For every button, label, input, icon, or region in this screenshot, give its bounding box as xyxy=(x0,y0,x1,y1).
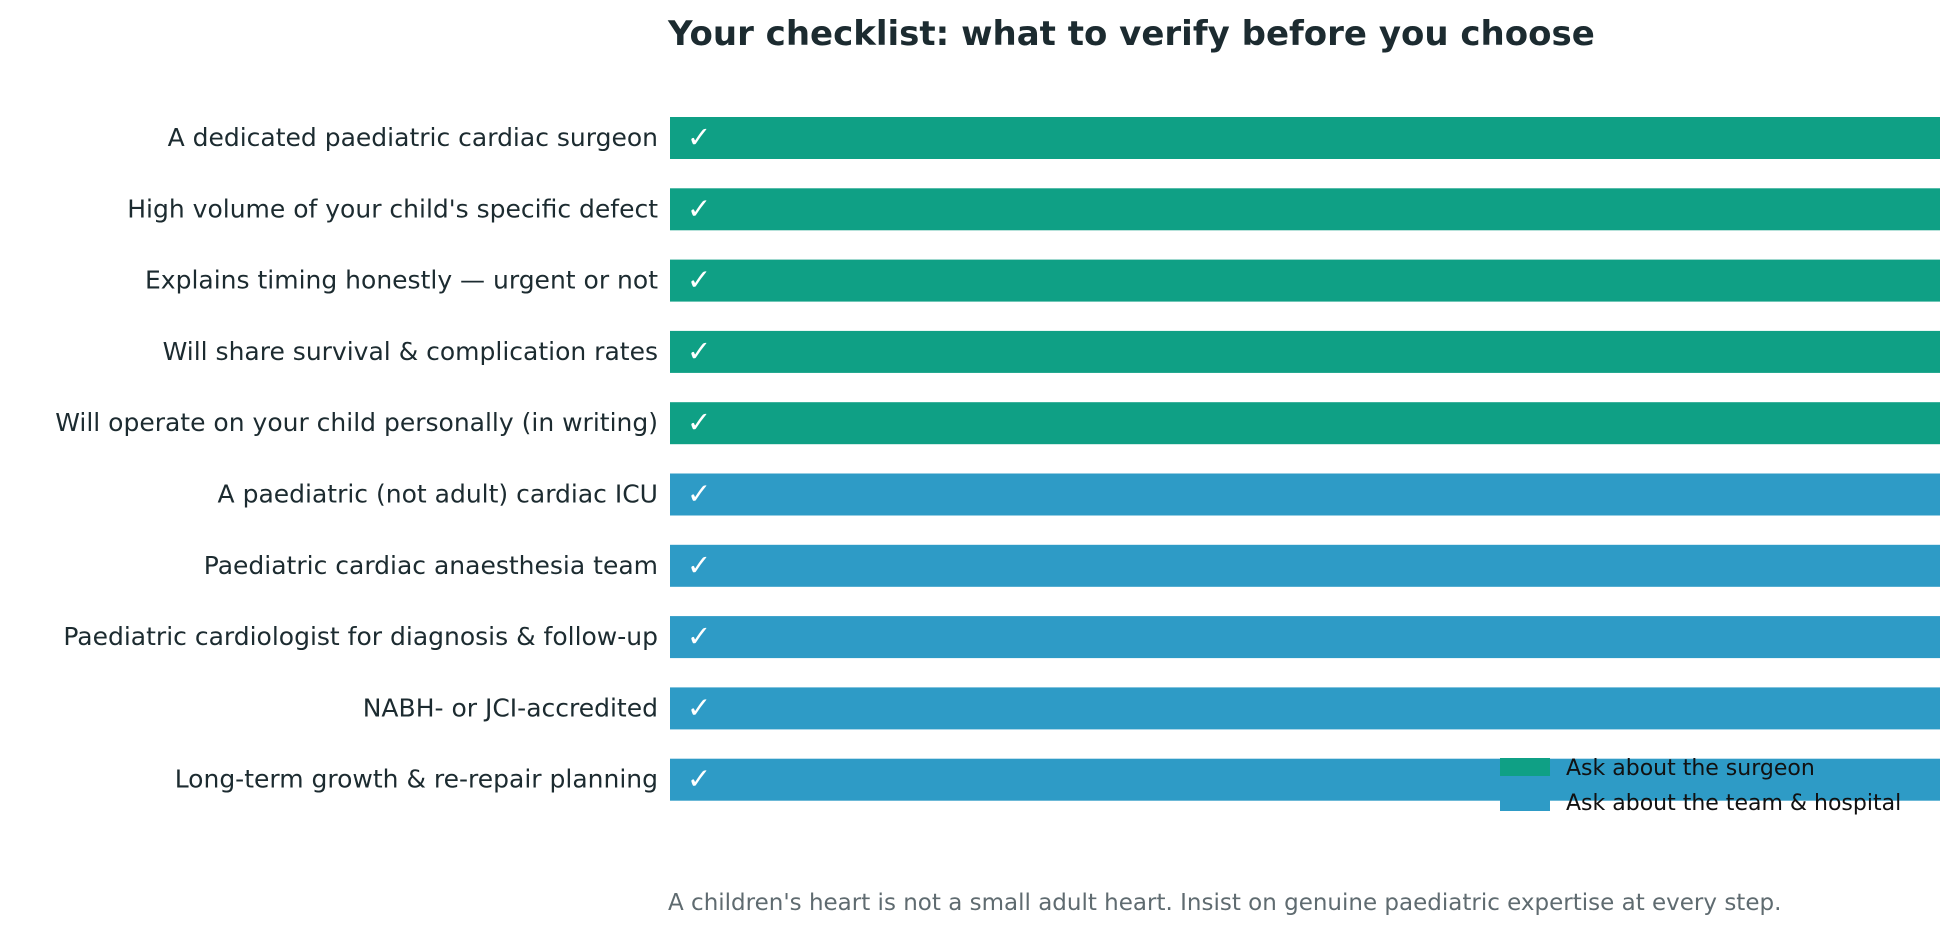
check-marks: ✓ ✓ ✓ ✓ ✓ ✓ ✓ ✓ ✓ ✓ xyxy=(687,120,711,796)
y-label-5: Will operate on your child personally (i… xyxy=(55,408,658,437)
y-label-10: Long-term growth & re-repair planning xyxy=(175,765,658,794)
bars-group xyxy=(670,117,1940,801)
y-label-3: Explains timing honestly — urgent or not xyxy=(145,266,658,295)
check-mark-6: ✓ xyxy=(687,477,711,511)
y-label-7: Paediatric cardiac anaesthesia team xyxy=(204,551,658,580)
y-label-6: A paediatric (not adult) cardiac ICU xyxy=(218,480,658,509)
legend-label-2: Ask about the team & hospital xyxy=(1566,791,1901,816)
check-mark-1: ✓ xyxy=(687,120,711,154)
bar-1 xyxy=(670,117,1940,159)
y-label-2: High volume of your child's specific def… xyxy=(127,194,658,223)
check-mark-4: ✓ xyxy=(687,334,711,368)
legend-label-1: Ask about the surgeon xyxy=(1566,756,1815,781)
check-mark-7: ✓ xyxy=(687,548,711,582)
chart-title: Your checklist: what to verify before yo… xyxy=(667,14,1595,54)
legend-swatch-1 xyxy=(1500,758,1550,776)
bar-4 xyxy=(670,330,1940,373)
y-label-9: NABH- or JCI-accredited xyxy=(363,693,658,722)
bar-9 xyxy=(670,687,1940,730)
check-mark-3: ✓ xyxy=(687,263,711,297)
y-axis-labels: A dedicated paediatric cardiac surgeon Hi… xyxy=(55,123,658,794)
y-label-1: A dedicated paediatric cardiac surgeon xyxy=(168,123,658,152)
y-label-8: Paediatric cardiologist for diagnosis & … xyxy=(63,622,658,651)
bar-2 xyxy=(670,188,1940,231)
check-mark-2: ✓ xyxy=(687,191,711,225)
check-mark-5: ✓ xyxy=(687,405,711,439)
bar-6 xyxy=(670,473,1940,516)
bar-7 xyxy=(670,544,1940,587)
check-mark-10: ✓ xyxy=(687,762,711,796)
check-mark-8: ✓ xyxy=(687,619,711,653)
legend: Ask about the surgeon Ask about the team … xyxy=(1500,756,1901,816)
bar-10 xyxy=(670,758,1940,801)
bar-5 xyxy=(670,402,1940,445)
bar-3 xyxy=(670,259,1940,302)
y-label-4: Will share survival & complication rates xyxy=(163,337,658,366)
legend-swatch-2 xyxy=(1500,793,1550,811)
check-mark-9: ✓ xyxy=(687,690,711,724)
bar-8 xyxy=(670,616,1940,659)
footnote: A children's heart is not a small adult … xyxy=(668,890,1781,916)
